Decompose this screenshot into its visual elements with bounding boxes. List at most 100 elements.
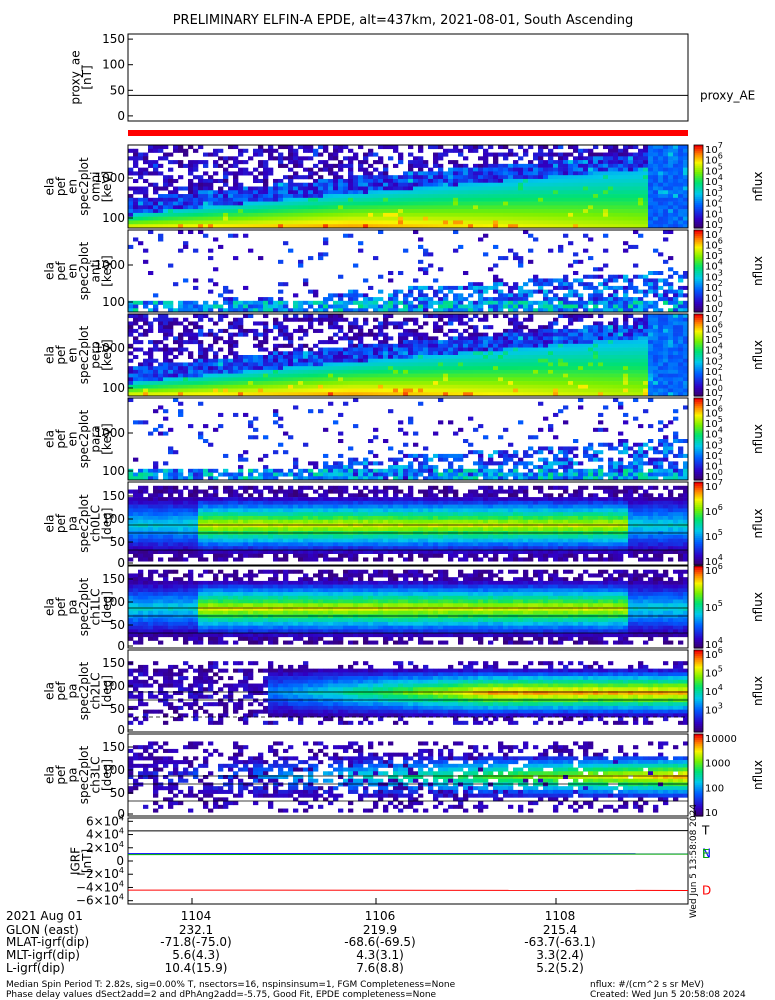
ela_pef_en_spec2plot_perp-cell bbox=[463, 389, 468, 393]
ela_pef_en_spec2plot_perp-cell bbox=[553, 385, 558, 389]
ela_pef_en_spec2plot_perp-cell bbox=[273, 385, 278, 389]
ela_pef_en_spec2plot_perp-cell bbox=[523, 318, 528, 322]
ela_pef_en_spec2plot_omni-cell bbox=[563, 213, 568, 217]
ela_pef_en_spec2plot_perp-cell bbox=[173, 374, 178, 378]
ela_pef_en_spec2plot_perp-cell bbox=[163, 351, 168, 355]
ela_pef_en_spec2plot_perp-cell bbox=[253, 381, 258, 385]
ela_pef_en_spec2plot_omni-cell bbox=[638, 209, 643, 213]
ela_pef_en_spec2plot_omni-cell bbox=[318, 220, 323, 224]
ela_pef_en_spec2plot_omni-cell bbox=[663, 198, 668, 202]
ela_pef_en_spec2plot_anti-cell bbox=[388, 293, 393, 297]
ela_pef_en_spec2plot_perp-cell bbox=[373, 389, 378, 393]
ela_pef_en_spec2plot_anti-cell bbox=[193, 249, 198, 253]
ela_pef_en_spec2plot_omni-cell bbox=[488, 198, 493, 202]
ela_pef_en_spec2plot_omni-cell bbox=[408, 168, 413, 172]
ela_pef_en_spec2plot_omni-cell bbox=[383, 209, 388, 213]
ela_pef_en_spec2plot_omni-cell bbox=[178, 217, 183, 221]
ela_pef_en_spec2plot_anti-cell bbox=[633, 230, 638, 234]
ela_pef_en_spec2plot_anti-cell bbox=[663, 290, 668, 294]
ela_pef_en_spec2plot_omni-cell bbox=[458, 171, 463, 175]
ela_pef_en_spec2plot_omni-cell bbox=[438, 220, 443, 224]
ela_pef_en_spec2plot_omni-cell bbox=[638, 179, 643, 183]
ela_pef_en_spec2plot_anti-cell bbox=[578, 301, 583, 305]
ela_pef_en_spec2plot_perp-cell bbox=[463, 321, 468, 325]
ela_pef_en_spec2plot_perp-cell bbox=[193, 359, 198, 363]
ela_pef_en_spec2plot_perp-cell bbox=[398, 385, 403, 389]
ela_pef_en_spec2plot_omni-cell bbox=[203, 220, 208, 224]
ela_pef_en_spec2plot_anti-cell bbox=[473, 282, 478, 286]
ela_pef_en_spec2plot_omni-cell bbox=[508, 205, 513, 209]
ela_pef_en_spec2plot_perp-cell bbox=[613, 385, 618, 389]
ela_pef_en_spec2plot_anti-cell bbox=[423, 293, 428, 297]
ela_pef_en_spec2plot_omni-cell bbox=[283, 190, 288, 194]
ela_pef_en_spec2plot_omni-cell bbox=[503, 145, 508, 149]
ela_pef_en_spec2plot_perp-cell bbox=[513, 362, 518, 366]
ela_pef_en_spec2plot_anti-cell bbox=[603, 249, 608, 253]
ela_pef_en_spec2plot_omni-cell bbox=[483, 213, 488, 217]
ela_pef_en_spec2plot_omni-cell bbox=[643, 145, 648, 149]
ela_pef_en_spec2plot_omni-cell bbox=[193, 202, 198, 206]
ela_pef_en_spec2plot_omni-cell bbox=[183, 164, 188, 168]
ela_pef_en_spec2plot_anti-cell bbox=[533, 290, 538, 294]
ela_pef_en_spec2plot_omni-cell bbox=[368, 209, 373, 213]
ela_pef_en_spec2plot_omni-cell bbox=[133, 171, 138, 175]
ela_pef_en_spec2plot_omni-cell bbox=[338, 164, 343, 168]
ela_pef_en_spec2plot_omni-cell bbox=[563, 153, 568, 157]
ela_pef_en_spec2plot_omni-cell bbox=[268, 209, 273, 213]
ela_pef_en_spec2plot_omni-cell bbox=[198, 183, 203, 187]
ela_pef_en_spec2plot_omni-cell bbox=[158, 149, 163, 153]
ela_pef_en_spec2plot_perp-cell bbox=[648, 355, 653, 359]
ela_pef_en_spec2plot_omni-cell bbox=[288, 202, 293, 206]
ela_pef_en_spec2plot_omni-cell bbox=[193, 175, 198, 179]
ela_pef_en_spec2plot_omni-cell bbox=[673, 145, 678, 149]
ela_pef_en_spec2plot_omni-cell bbox=[498, 175, 503, 179]
ela_pef_en_spec2plot_anti-cell bbox=[463, 286, 468, 290]
ela_pef_en_spec2plot_omni-cell bbox=[378, 205, 383, 209]
ela_pef_en_spec2plot_omni-cell bbox=[593, 171, 598, 175]
ela_pef_en_spec2plot_omni-cell bbox=[633, 145, 638, 149]
ela_pef_en_spec2plot_omni-cell bbox=[543, 145, 548, 149]
ela_pef_en_spec2plot_omni-cell bbox=[203, 160, 208, 164]
ela_pef_en_spec2plot_perp-cell bbox=[673, 314, 678, 318]
ela_pef_en_spec2plot_perp-cell bbox=[398, 325, 403, 329]
ela_pef_en_spec2plot_perp-cell bbox=[448, 318, 453, 322]
ela_pef_en_spec2plot_perp-cell bbox=[408, 348, 413, 352]
ela_pef_en_spec2plot_perp-cell bbox=[493, 355, 498, 359]
ela_pef_en_spec2plot_omni-cell bbox=[228, 213, 233, 217]
ela_pef_en_spec2plot_perp-cell bbox=[213, 385, 218, 389]
ela_pef_en_spec2plot_anti-cell bbox=[438, 305, 443, 309]
ela_pef_en_spec2plot_omni-cell bbox=[238, 183, 243, 187]
ela_pef_en_spec2plot_perp-cell bbox=[353, 333, 358, 337]
ela_pef_en_spec2plot_anti-cell bbox=[393, 297, 398, 301]
ela_pef_en_spec2plot_omni-cell bbox=[483, 171, 488, 175]
ela_pef_en_spec2plot_omni-cell bbox=[508, 168, 513, 172]
ela_pef_en_spec2plot_perp-cell bbox=[418, 385, 423, 389]
ela_pef_en_spec2plot_perp-cell bbox=[273, 325, 278, 329]
ela_pef_en_spec2plot_perp-cell bbox=[383, 336, 388, 340]
ela_pef_en_spec2plot_omni-cell bbox=[308, 205, 313, 209]
ela_pef_en_spec2plot_perp-cell bbox=[613, 321, 618, 325]
ela_pef_en_spec2plot_perp-cell bbox=[293, 348, 298, 352]
ela_pef_en_spec2plot_omni-cell bbox=[523, 179, 528, 183]
ela_pef_en_spec2plot_perp-cell bbox=[308, 314, 313, 318]
ela_pef_en_spec2plot_anti-cell bbox=[538, 286, 543, 290]
ela_pef_en_spec2plot_omni-cell bbox=[168, 209, 173, 213]
ela_pef_en_spec2plot_anti-cell bbox=[393, 293, 398, 297]
ela_pef_en_spec2plot_omni-cell bbox=[343, 164, 348, 168]
ela_pef_en_spec2plot_perp-cell bbox=[343, 359, 348, 363]
ela_pef_en_spec2plot_perp-cell bbox=[318, 359, 323, 363]
ela_pef_en_spec2plot_perp-cell bbox=[198, 362, 203, 366]
ela_pef_en_spec2plot_perp-cell bbox=[628, 370, 633, 374]
ela_pef_en_spec2plot_perp-cell bbox=[583, 374, 588, 378]
ela_pef_en_spec2plot_omni-cell bbox=[228, 156, 233, 160]
ela_pef_en_spec2plot_omni-cell bbox=[418, 164, 423, 168]
ela_pef_en_spec2plot_anti-cell bbox=[573, 278, 578, 282]
ela_pef_en_spec2plot_omni-cell bbox=[638, 220, 643, 224]
ela_pef_en_spec2plot_omni-cell bbox=[528, 183, 533, 187]
ela_pef_en_spec2plot_perp-cell bbox=[233, 370, 238, 374]
ela_pef_en_spec2plot_anti-cell bbox=[373, 301, 378, 305]
ela_pef_en_spec2plot_omni-cell bbox=[253, 209, 258, 213]
ela_pef_en_spec2plot_omni-cell bbox=[678, 217, 683, 221]
ela_pef_en_spec2plot_omni-cell bbox=[328, 164, 333, 168]
ela_pef_en_spec2plot_perp-cell bbox=[258, 389, 263, 393]
